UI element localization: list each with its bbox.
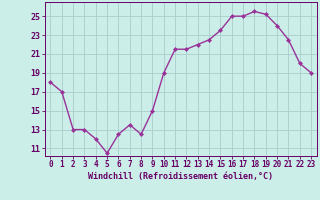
X-axis label: Windchill (Refroidissement éolien,°C): Windchill (Refroidissement éolien,°C) [88,172,273,181]
